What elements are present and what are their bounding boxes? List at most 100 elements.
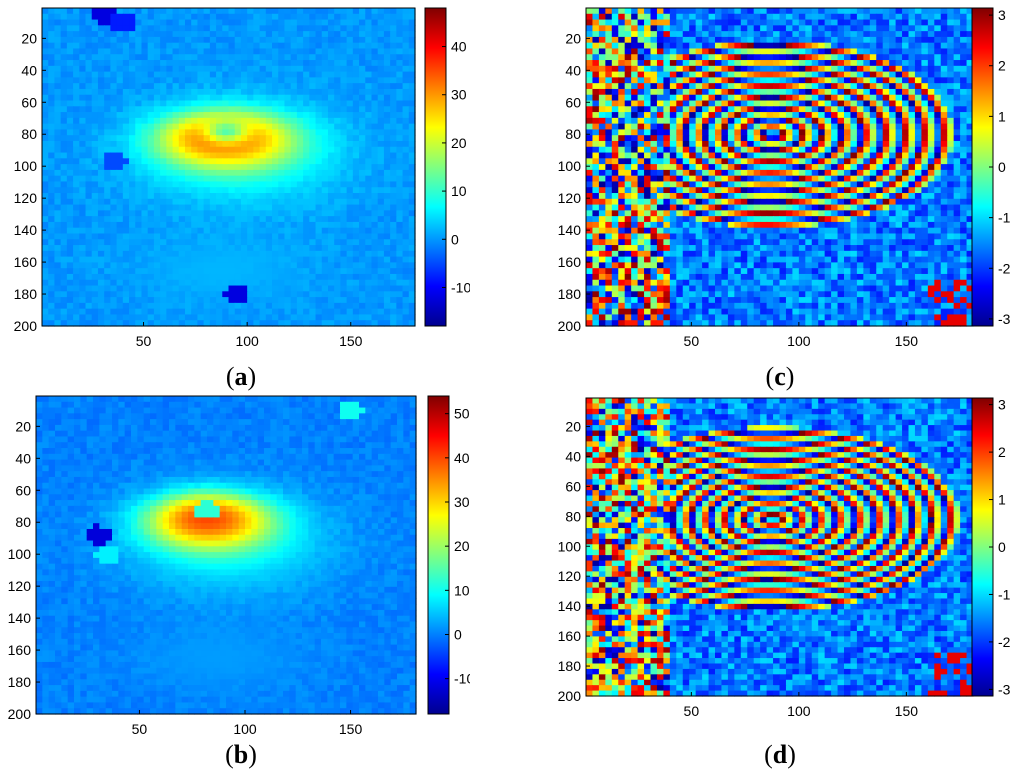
y-tick-label: 60 bbox=[15, 482, 31, 498]
x-tick-label: 100 bbox=[787, 703, 811, 719]
x-tick-label: 50 bbox=[684, 333, 700, 349]
colorbar-tick-label: 0 bbox=[998, 539, 1006, 555]
y-tick-label: 120 bbox=[14, 190, 38, 206]
caption-close-d: ) bbox=[787, 740, 796, 769]
colorbar-tick-label: -3 bbox=[998, 311, 1011, 327]
x-tick-label: 50 bbox=[684, 703, 700, 719]
panel-b: 20 40 60 80 100 120 140 160 180 200 50 100 150 -10 0 10… bbox=[0, 388, 474, 743]
y-tick-label: 140 bbox=[14, 222, 38, 238]
y-tick-label: 60 bbox=[565, 478, 581, 494]
x-tick-label: 150 bbox=[895, 333, 919, 349]
heatmap-b: 20 40 60 80 100 120 140 160 180 200 50 100 150 -10 0 10… bbox=[8, 395, 474, 737]
caption-close-a: ) bbox=[247, 362, 257, 391]
colorbar-tick-label: -1 bbox=[998, 586, 1011, 602]
caption-letter-b: b bbox=[233, 740, 249, 769]
heatmap-cells bbox=[586, 8, 974, 327]
x-tick-label: 100 bbox=[233, 721, 257, 737]
panel-d: 20 40 60 80 100 120 140 160 180 200 50 100 150 -3 -2 -1… bbox=[512, 388, 1012, 743]
x-tick-label: 100 bbox=[787, 333, 811, 349]
y-tick-label: 160 bbox=[14, 254, 38, 270]
panel-c: 20 40 60 80 100 120 140 160 180 200 50 100 150 -3 -2 -1… bbox=[512, 0, 1012, 365]
y-tick-label: 100 bbox=[558, 158, 582, 174]
y-tick-label: 120 bbox=[558, 190, 582, 206]
y-tick-label: 160 bbox=[8, 642, 32, 658]
y-tick-label: 200 bbox=[14, 318, 38, 334]
colorbar-tick-label: -1 bbox=[998, 210, 1011, 226]
caption-b: (b) bbox=[201, 740, 281, 770]
y-tick-label: 80 bbox=[565, 126, 581, 142]
colorbar-tick-label: 30 bbox=[451, 87, 467, 103]
caption-letter-a: a bbox=[234, 362, 248, 391]
colorbar-tick-label: -2 bbox=[998, 260, 1011, 276]
x-tick-label: 100 bbox=[235, 333, 259, 349]
y-tick-label: 120 bbox=[8, 578, 32, 594]
colorbar-tick-label: 0 bbox=[998, 159, 1006, 175]
colorbar-tick-label: 20 bbox=[454, 538, 470, 554]
caption-letter-c: c bbox=[774, 362, 786, 391]
colorbar-tick-label: 0 bbox=[451, 231, 459, 247]
y-tick-label: 160 bbox=[558, 254, 582, 270]
y-tick-label: 120 bbox=[558, 568, 582, 584]
y-tick-label: 80 bbox=[21, 126, 37, 142]
colorbar bbox=[424, 7, 447, 327]
colorbar-tick-label: -10 bbox=[451, 279, 470, 295]
colorbar-tick-label: 10 bbox=[454, 582, 470, 598]
y-tick-label: 40 bbox=[565, 62, 581, 78]
y-tick-label: 180 bbox=[8, 674, 32, 690]
caption-c: (c) bbox=[740, 362, 820, 392]
colorbar-tick-label: 1 bbox=[998, 492, 1006, 508]
y-tick-label: 20 bbox=[565, 418, 581, 434]
colorbar-tick-label: 10 bbox=[451, 183, 467, 199]
y-tick-label: 180 bbox=[14, 286, 38, 302]
colorbar-tick-label: 30 bbox=[454, 494, 470, 510]
colorbar-tick-label: 40 bbox=[454, 450, 470, 466]
y-tick-label: 140 bbox=[8, 610, 32, 626]
panel-a: 20 40 60 80 100 120 140 160 180 200 50 100 150 -10 0 10… bbox=[0, 0, 471, 365]
colorbar-tick-label: 50 bbox=[454, 406, 470, 422]
colorbar-tick-label: -3 bbox=[998, 681, 1011, 697]
y-tick-label: 160 bbox=[558, 628, 582, 644]
y-tick-label: 80 bbox=[15, 514, 31, 530]
y-tick-label: 40 bbox=[565, 448, 581, 464]
y-tick-label: 140 bbox=[558, 598, 582, 614]
caption-open-b: ( bbox=[225, 740, 234, 769]
colorbar bbox=[427, 395, 450, 715]
y-tick-label: 140 bbox=[558, 222, 582, 238]
colorbar-tick-label: 2 bbox=[998, 444, 1006, 460]
y-tick-label: 180 bbox=[558, 286, 582, 302]
y-tick-label: 20 bbox=[15, 418, 31, 434]
plot-frame bbox=[41, 7, 416, 327]
x-tick-label: 50 bbox=[136, 333, 152, 349]
caption-d: (d) bbox=[740, 740, 820, 770]
y-tick-label: 40 bbox=[15, 450, 31, 466]
caption-open-d: ( bbox=[764, 740, 773, 769]
colorbar-tick-label: 2 bbox=[998, 58, 1006, 74]
heatmap-cells bbox=[36, 396, 417, 715]
y-tick-label: 100 bbox=[8, 546, 32, 562]
colorbar-tick-label: 40 bbox=[451, 39, 467, 55]
y-tick-label: 200 bbox=[8, 706, 32, 722]
caption-close-b: ) bbox=[248, 740, 257, 769]
heatmap-cells bbox=[42, 8, 416, 327]
caption-close-c: ) bbox=[785, 362, 795, 391]
y-tick-label: 60 bbox=[565, 94, 581, 110]
y-tick-label: 180 bbox=[558, 658, 582, 674]
colorbar-tick-label: -2 bbox=[998, 634, 1011, 650]
x-tick-label: 150 bbox=[339, 721, 363, 737]
caption-open-c: ( bbox=[765, 362, 775, 391]
y-tick-label: 20 bbox=[21, 30, 37, 46]
y-tick-label: 40 bbox=[21, 62, 37, 78]
y-tick-label: 80 bbox=[565, 508, 581, 524]
colorbar-tick-label: 20 bbox=[451, 135, 467, 151]
y-tick-label: 200 bbox=[558, 688, 582, 704]
x-tick-label: 150 bbox=[895, 703, 919, 719]
caption-a: (a) bbox=[201, 362, 281, 392]
caption-letter-d: d bbox=[772, 740, 788, 769]
colorbar-tick-label: 3 bbox=[998, 397, 1006, 413]
x-tick-label: 150 bbox=[339, 333, 363, 349]
colorbar-tick-label: 0 bbox=[454, 627, 462, 643]
colorbar-tick-label: 1 bbox=[998, 108, 1006, 124]
y-tick-label: 60 bbox=[21, 94, 37, 110]
